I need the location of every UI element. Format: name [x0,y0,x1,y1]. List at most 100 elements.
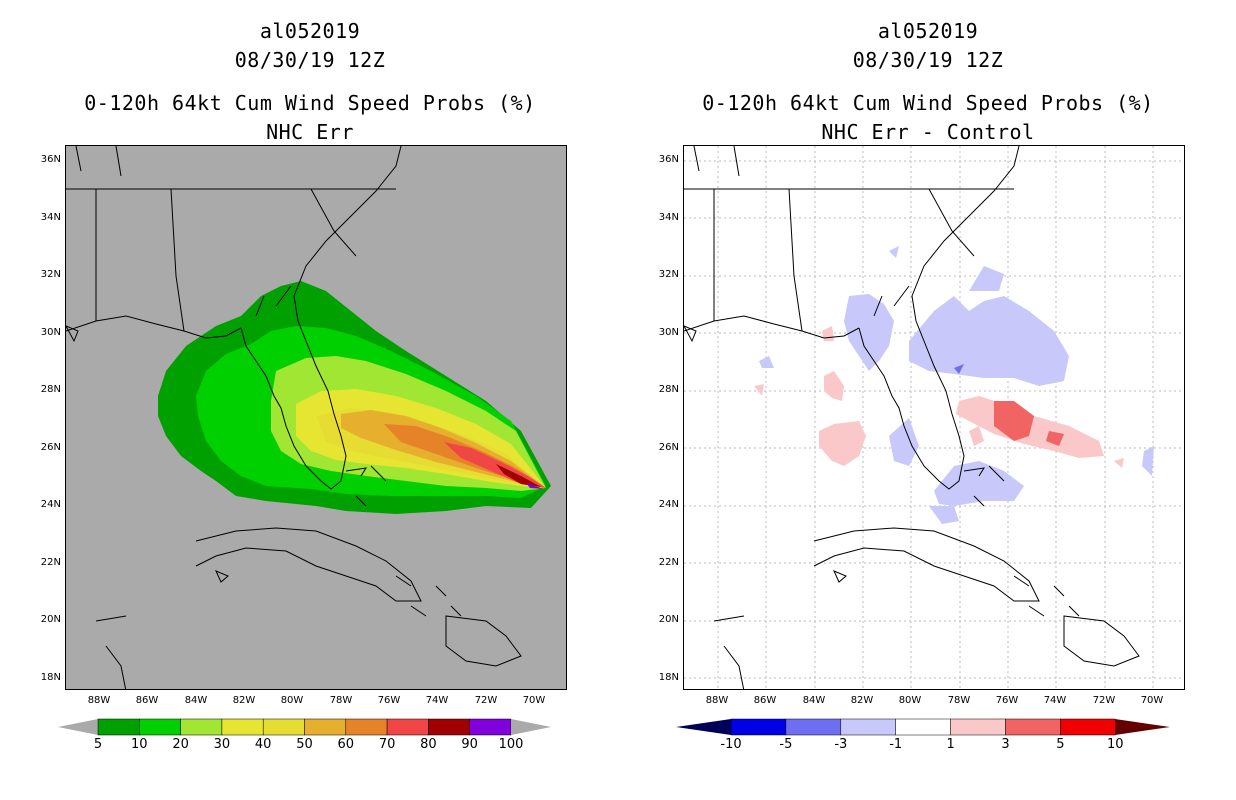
right-lat-22: 22N [658,557,679,568]
left-lat-26: 26N [40,442,61,453]
right-lat-34: 34N [658,212,679,223]
left-cb-box-2 [180,718,223,736]
left-lat-30: 30N [40,327,61,338]
right-cb-label: -1 [889,737,903,752]
left-cb-box-3 [221,718,264,736]
right-cb-label: 5 [1056,737,1065,752]
right-lon-78: 78W [947,695,971,706]
right-cb-label: 3 [1001,737,1010,752]
left-lon-86: 86W [135,695,159,706]
left-colorbar [58,718,551,736]
left-probability-map [65,145,567,690]
right-lon-80: 80W [898,695,922,706]
right-cb-box-1 [785,718,842,736]
left-lon-70: 70W [522,695,546,706]
right-positive-core [994,401,1064,446]
right-lon-86: 86W [753,695,777,706]
left-product-title: 0-120h 64kt Cum Wind Speed Probs (%) [84,91,536,115]
left-cb-box-4 [262,718,305,736]
left-lat-20: 20N [40,614,61,625]
left-coastlines [66,146,522,689]
right-neg-core [954,364,964,374]
right-cb-label: -3 [834,737,848,752]
left-cb-label: 40 [254,737,272,752]
right-lon-72: 72W [1092,695,1116,706]
left-lon-72: 72W [474,695,498,706]
left-cb-label: 60 [337,737,355,752]
right-lat-18: 18N [658,672,679,683]
left-cb-box-1 [139,718,181,736]
right-lat-26: 26N [658,442,679,453]
left-cb-box-8 [428,718,470,736]
prob-contour-80 [496,464,541,487]
left-lon-80: 80W [280,695,304,706]
left-colorbar-low-arrow [58,719,98,735]
left-cb-label: 90 [461,737,478,752]
right-subtitle: NHC Err - Control [821,120,1035,144]
left-lat-36: 36N [40,154,61,165]
left-lat-28: 28N [40,384,61,395]
left-datetime: 08/30/19 12Z [234,48,386,72]
left-lat-24: 24N [40,499,61,510]
left-map-canvas [66,146,551,689]
left-cb-label: 70 [378,737,396,752]
right-colorbar-high-arrow [1115,719,1170,735]
right-colorbar-boxes [730,718,1116,736]
left-colorbar-boxes [97,718,512,736]
right-coastlines [684,146,1140,689]
left-lat-22: 22N [40,557,61,568]
left-cb-label: 20 [172,737,189,752]
right-gridlines [684,146,1184,689]
right-negative-areas [759,246,1154,524]
right-datetime: 08/30/19 12Z [852,48,1004,72]
left-cb-label: 100 [498,737,524,752]
left-cb-box-7 [386,718,429,736]
right-lon-70: 70W [1140,695,1164,706]
right-cb-box-6 [1060,718,1116,736]
left-lon-78: 78W [329,695,353,706]
left-lat-18: 18N [40,672,61,683]
right-cb-box-3 [895,718,951,736]
left-lon-84: 84W [184,695,208,706]
left-cb-label: 5 [93,737,103,752]
right-cb-label: 1 [946,737,955,752]
left-lon-74: 74W [425,695,449,706]
prob-contour-90 [526,483,544,489]
right-map-canvas [684,146,1184,689]
right-cb-box-4 [950,718,1006,736]
right-lat-20: 20N [658,614,679,625]
left-lat-32: 32N [40,269,61,280]
right-lat-28: 28N [658,384,679,395]
left-subtitle: NHC Err [266,120,354,144]
left-cb-box-5 [304,718,347,736]
right-cb-label: -10 [720,737,742,752]
left-lon-82: 82W [232,695,256,706]
left-lon-76: 76W [377,695,401,706]
right-lon-88: 88W [705,695,729,706]
right-cb-box-2 [840,718,896,736]
left-lat-34: 34N [40,212,61,223]
right-product-title: 0-120h 64kt Cum Wind Speed Probs (%) [702,91,1154,115]
left-cb-label: 80 [420,737,437,752]
left-lon-88: 88W [87,695,111,706]
right-cb-label: 10 [1107,737,1124,752]
right-cb-box-0 [730,718,787,736]
right-cb-box-5 [1005,718,1061,736]
right-cb-label: -5 [779,737,793,752]
left-cb-box-0 [97,718,140,736]
left-cb-box-6 [345,718,388,736]
right-storm-id: al052019 [877,19,979,43]
right-lat-36: 36N [658,154,679,165]
right-lon-82: 82W [850,695,874,706]
left-storm-id: al052019 [259,19,361,43]
left-cb-label: 50 [296,737,313,752]
left-cb-box-9 [469,718,512,736]
right-lat-24: 24N [658,499,679,510]
right-difference-map [683,145,1185,690]
right-lat-32: 32N [658,269,679,280]
left-cb-label: 10 [131,737,148,752]
right-lon-84: 84W [802,695,826,706]
right-colorbar [676,718,1170,736]
right-lat-30: 30N [658,327,679,338]
left-cb-label: 30 [213,737,231,752]
